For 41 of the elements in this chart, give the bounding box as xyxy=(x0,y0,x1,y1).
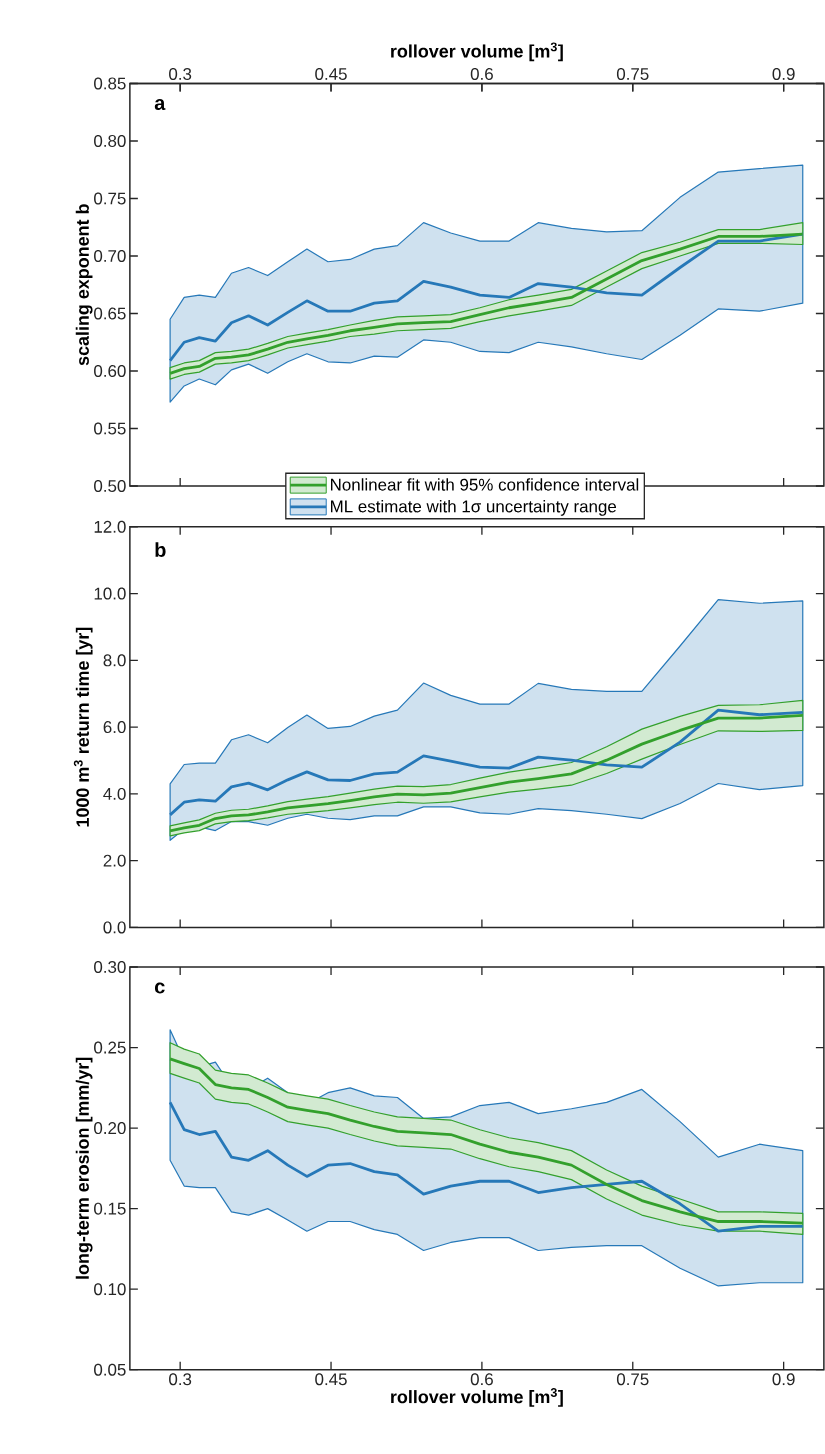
y-tick-label: 0.55 xyxy=(93,422,126,435)
x-tick-label: 0.3 xyxy=(168,1373,191,1386)
annotation: c xyxy=(154,982,165,994)
y-tick-label: 0.15 xyxy=(93,1202,126,1215)
y-tick-label: 0.10 xyxy=(93,1283,126,1296)
y-tick-label: 4.0 xyxy=(103,787,126,800)
y-tick-label: 8.0 xyxy=(103,654,126,667)
x-tick-label: 0.6 xyxy=(470,1373,493,1386)
y-tick-label: 0.30 xyxy=(93,961,126,974)
x-tick-label: 0.75 xyxy=(616,1373,649,1386)
y-tick-label: 0.60 xyxy=(93,365,126,378)
x2-tick-label: 0.9 xyxy=(772,67,795,80)
y-tick-label: 2.0 xyxy=(103,854,126,867)
y-tick-label: 0.05 xyxy=(93,1363,126,1376)
x2-tick-label: 0.75 xyxy=(616,67,649,80)
y-axis-title: long-term erosion [mm/yr] xyxy=(75,1057,93,1279)
x-tick-label: 0.45 xyxy=(315,1373,347,1386)
y-tick-label: 0.65 xyxy=(93,307,126,320)
y-axis-title: scaling exponent b xyxy=(75,204,93,366)
annotation: b xyxy=(155,542,166,557)
y-axis-title: 1000 m$^{3}$ return time [yr] xyxy=(73,627,93,827)
x2-axis-title: rollover volume [m$^{3}$] xyxy=(390,42,563,62)
legend-label: Nonlinear fit with 95% confidence interval xyxy=(330,478,638,491)
y-tick-label: 0.85 xyxy=(93,77,126,90)
y-tick-label: 6.0 xyxy=(103,721,126,734)
x-tick-label: 0.9 xyxy=(772,1373,795,1386)
legend-label: ML estimate with 1σ uncertainty range xyxy=(330,500,616,516)
y-tick-label: 10.0 xyxy=(94,587,126,600)
y-tick-label: 0.80 xyxy=(93,135,126,148)
x2-tick-label: 0.3 xyxy=(168,67,191,80)
y-tick-label: 0.0 xyxy=(103,921,126,934)
y-tick-label: 0.75 xyxy=(93,192,126,205)
x2-tick-label: 0.6 xyxy=(470,67,493,80)
y-tick-label: 0.50 xyxy=(93,480,126,493)
y-tick-label: 0.70 xyxy=(93,250,126,263)
annotation: a xyxy=(154,99,166,111)
y-tick-label: 12.0 xyxy=(94,520,126,533)
y-tick-label: 0.25 xyxy=(93,1041,126,1054)
y-tick-label: 0.20 xyxy=(93,1122,126,1135)
x2-tick-label: 0.45 xyxy=(315,67,347,80)
x-axis-title: rollover volume [m$^{3}$] xyxy=(390,1388,563,1407)
